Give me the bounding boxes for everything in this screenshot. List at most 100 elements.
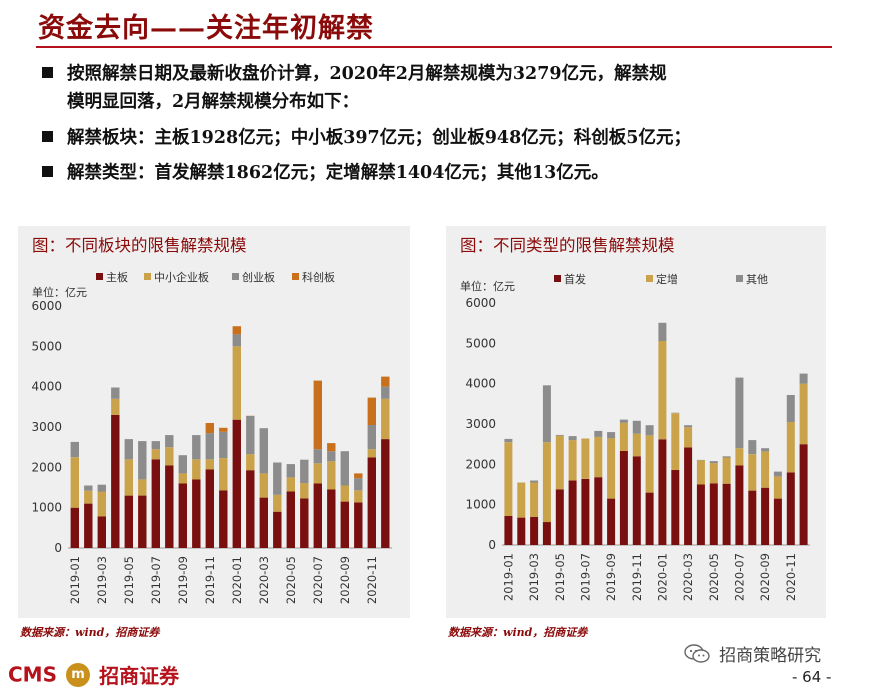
bar-segment <box>594 436 603 478</box>
bar-segment <box>259 473 268 498</box>
bar-segment <box>709 461 718 464</box>
bar-segment <box>246 470 255 548</box>
bar-segment <box>340 451 349 486</box>
bar-segment <box>111 387 120 399</box>
wechat-icon <box>684 643 710 663</box>
y-tick-label: 6000 <box>31 299 62 313</box>
bar-segment <box>273 511 282 548</box>
legend-label: 科创板 <box>302 270 335 284</box>
bar-segment <box>70 457 79 508</box>
y-tick-label: 1000 <box>465 498 496 512</box>
x-tick-label: 2020-01 <box>655 553 669 601</box>
bar-segment <box>786 395 795 422</box>
x-tick-label: 2020-11 <box>784 553 798 601</box>
bar-segment <box>273 462 282 495</box>
bar-segment <box>607 498 616 545</box>
legend-swatch <box>554 275 561 282</box>
bar-segment <box>632 456 641 545</box>
bar-segment <box>773 498 782 545</box>
y-tick-label: 0 <box>488 538 496 552</box>
bar-segment <box>568 440 577 481</box>
bar-segment <box>542 522 551 545</box>
legend-swatch <box>144 273 151 280</box>
bullet-1-line-1: 按照解禁日期及最新收盘价计算，2020年2月解禁规模为3279亿元，解禁规 <box>67 64 667 84</box>
bar-segment <box>84 485 93 491</box>
bar-segment <box>124 439 133 460</box>
bar-segment <box>192 459 201 480</box>
bar-segment <box>151 459 160 548</box>
legend-label: 中小企业板 <box>154 270 209 284</box>
bar-segment <box>300 498 309 548</box>
bar-segment <box>205 433 214 460</box>
x-tick-label: 2020-11 <box>365 556 379 604</box>
wechat-name: 招商策略研究 <box>719 646 822 666</box>
x-tick-label: 2019-05 <box>122 556 136 604</box>
x-tick-label: 2019-01 <box>68 556 82 604</box>
bar-segment <box>367 425 376 450</box>
bar-segment <box>138 441 147 480</box>
bar-segment <box>607 432 616 439</box>
bar-segment <box>799 383 808 445</box>
x-tick-label: 2020-03 <box>681 553 695 601</box>
bar-segment <box>594 477 603 545</box>
bar-segment <box>138 479 147 496</box>
legend-swatch <box>646 275 653 282</box>
bar-segment <box>632 420 641 434</box>
bar-segment <box>684 447 693 545</box>
bar-segment <box>735 377 744 449</box>
bar-segment <box>313 380 322 450</box>
bar-segment <box>205 423 214 434</box>
bar-segment <box>645 425 654 436</box>
bar-segment <box>246 416 255 455</box>
bar-segment <box>696 484 705 545</box>
bar-segment <box>684 425 693 428</box>
bar-segment <box>165 465 174 548</box>
bar-segment <box>658 322 667 341</box>
bar-segment <box>568 436 577 441</box>
bar-segment <box>84 503 93 548</box>
bar-segment <box>354 473 363 479</box>
legend-label: 创业板 <box>242 270 275 284</box>
legend-swatch <box>232 273 239 280</box>
legend-swatch <box>292 273 299 280</box>
bar-segment <box>327 443 336 452</box>
bar-segment <box>722 456 731 458</box>
y-tick-label: 5000 <box>31 339 62 353</box>
logo-badge-icon: m <box>66 662 91 687</box>
bar-segment <box>178 483 187 548</box>
x-tick-label: 2020-07 <box>311 556 325 604</box>
bar-segment <box>696 460 705 485</box>
x-tick-label: 2020-05 <box>707 553 721 601</box>
bar-segment <box>259 428 268 474</box>
legend-label: 其他 <box>746 273 768 286</box>
bar-segment <box>124 459 133 496</box>
y-tick-label: 3000 <box>31 420 62 434</box>
x-tick-label: 2019-11 <box>630 553 644 601</box>
legend-label: 主板 <box>106 270 128 284</box>
bullet-square-icon <box>42 131 53 142</box>
logo-cms: CMS <box>8 662 57 687</box>
bar-segment <box>671 412 680 414</box>
bar-segment <box>773 476 782 499</box>
bullet-3-text: 解禁类型：首发解禁1862亿元；定增解禁1404亿元；其他13亿元。 <box>67 163 609 183</box>
bar-segment <box>735 448 744 466</box>
bar-segment <box>530 516 539 545</box>
bar-segment <box>340 501 349 548</box>
bar-segment <box>671 413 680 470</box>
bar-segment <box>709 463 718 484</box>
bar-segment <box>97 484 106 492</box>
y-tick-label: 4000 <box>465 377 496 391</box>
bar-segment <box>607 438 616 499</box>
bullet-1-line-2: 模明显回落，2月解禁规模分布如下： <box>67 92 360 112</box>
bar-segment <box>761 487 770 545</box>
company-logo: CMS m 招商证券 <box>8 660 179 688</box>
legend-label: 定增 <box>656 272 678 286</box>
bar-segment <box>684 427 693 448</box>
bar-segment <box>786 422 795 473</box>
bar-segment <box>151 441 160 450</box>
bar-segment <box>97 516 106 548</box>
bar-segment <box>722 457 731 484</box>
bar-segment <box>354 490 363 503</box>
bar-segment <box>84 490 93 504</box>
bar-segment <box>555 434 564 436</box>
